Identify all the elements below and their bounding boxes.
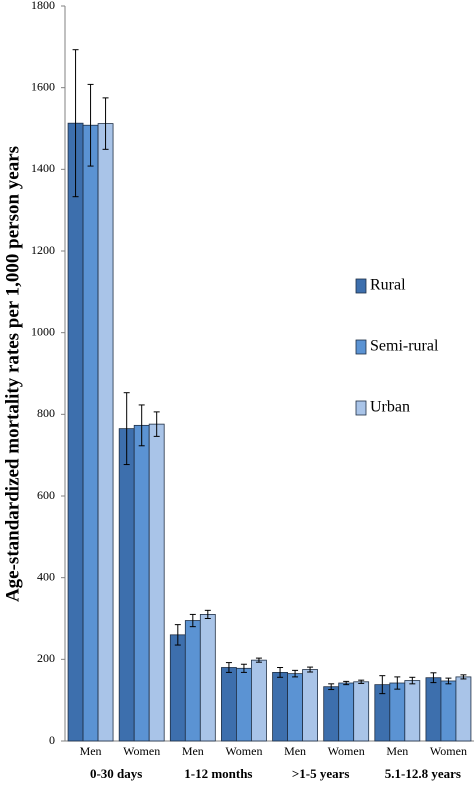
bar [67,122,84,742]
y-tick-label: 600 [37,488,55,502]
error-bar [343,680,350,686]
bar [302,669,318,742]
error-bar [102,97,109,150]
error-bar [204,609,211,619]
error-bar [189,613,196,628]
bar [272,672,288,742]
x-tick-label: Men [386,744,408,758]
error-bar [153,411,160,437]
y-axis-label: Age-standardized mortality rates per 1,0… [2,146,23,602]
error-bar [138,404,145,447]
y-tick-label: 800 [37,406,55,420]
bar [251,659,267,742]
bar [323,686,340,742]
bar [184,620,201,742]
group-label: >1-5 years [292,766,350,781]
error-bar [409,676,416,685]
error-bar [225,662,232,673]
group-label: 0-30 days [90,766,142,781]
error-bar [174,624,181,646]
bar [118,428,135,742]
x-tick-label: Women [328,744,365,758]
error-bar [292,669,299,678]
legend-swatch [355,400,367,416]
bar [221,667,237,742]
legend-swatch [355,339,367,355]
error-bar [255,657,262,663]
error-bar [87,83,94,167]
bar [133,424,150,742]
error-bar [307,666,314,673]
y-tick-label: 1400 [31,161,55,175]
error-bar [328,683,335,691]
y-tick-label: 1800 [31,0,55,12]
x-tick-label: Women [225,744,262,758]
bar [353,681,370,742]
error-bar [394,676,401,690]
bar [236,667,252,742]
y-tick-label: 1600 [31,79,55,93]
y-tick-label: 200 [37,651,55,665]
y-tick-label: 400 [37,569,55,583]
x-tick-label: Women [123,744,160,758]
error-bar [240,663,247,673]
x-tick-label: Men [182,744,204,758]
error-bar [72,49,79,198]
bar [148,423,165,742]
error-bar [379,675,386,695]
x-tick-label: Men [80,744,102,758]
error-bar [277,667,284,678]
bar [199,614,216,742]
error-bar [445,677,452,685]
group-label: 5.1-12.8 years [385,766,461,781]
bar [440,680,457,742]
legend-label: Rural [370,277,406,294]
x-tick-label: Women [430,744,467,758]
group-label: 1-12 months [184,766,252,781]
bar [82,124,99,742]
bar [97,123,114,742]
error-bar [123,392,130,466]
legend-swatch [355,278,367,294]
y-tick-label: 1000 [31,324,55,338]
bar [169,634,186,742]
bar [404,680,421,742]
y-tick-label: 0 [49,733,55,747]
x-tick-label: Men [284,744,306,758]
error-bar [430,672,437,684]
y-tick-label: 1200 [31,243,55,257]
bar [425,677,442,742]
error-bar [358,679,365,684]
error-bar [460,674,467,680]
bar [389,682,406,742]
bar [455,676,472,742]
bar [287,673,303,742]
legend-label: Urban [370,399,410,416]
bar [338,682,355,742]
legend-label: Semi-rural [370,338,439,355]
